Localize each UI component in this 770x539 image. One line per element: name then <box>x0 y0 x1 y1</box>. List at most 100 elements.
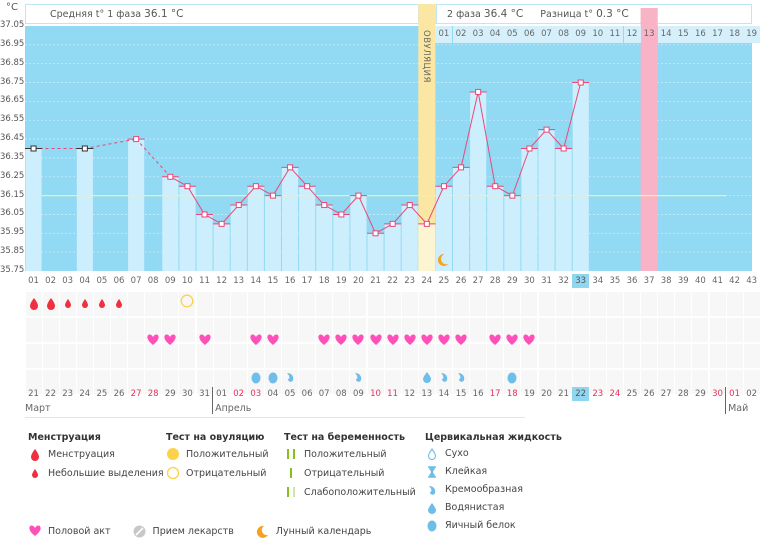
cycle-day-label[interactable]: 22 <box>387 276 398 286</box>
symptom-cell[interactable] <box>709 318 726 342</box>
symptom-cell[interactable] <box>555 318 572 342</box>
date-label[interactable]: 07 <box>318 389 330 399</box>
date-label[interactable]: 14 <box>438 389 450 399</box>
symptom-cell[interactable] <box>316 292 333 316</box>
symptom-cell[interactable] <box>76 318 93 342</box>
symptom-cell[interactable] <box>93 370 110 394</box>
symptom-cell[interactable] <box>316 344 333 368</box>
symptom-cell[interactable] <box>624 292 641 316</box>
date-label[interactable]: 23 <box>62 389 74 399</box>
symptom-cell[interactable] <box>538 370 555 394</box>
symptom-cell[interactable] <box>726 292 743 316</box>
symptom-cell[interactable] <box>299 344 316 368</box>
symptom-cell[interactable] <box>282 344 299 368</box>
symptom-cell[interactable] <box>111 370 128 394</box>
cycle-day-label[interactable]: 40 <box>694 276 706 286</box>
symptom-cell[interactable] <box>350 344 367 368</box>
symptom-cell[interactable] <box>350 292 367 316</box>
date-label[interactable]: 12 <box>404 389 416 399</box>
symptom-cell[interactable] <box>384 344 401 368</box>
cycle-day-label[interactable]: 20 <box>352 276 364 286</box>
symptom-cell[interactable] <box>59 344 76 368</box>
date-label[interactable]: 23 <box>592 389 604 399</box>
cycle-day-label[interactable]: 16 <box>284 276 296 286</box>
cycle-day-label[interactable]: 29 <box>506 276 518 286</box>
cycle-day-label[interactable]: 12 <box>216 276 227 286</box>
cycle-day-label[interactable]: 27 <box>472 276 484 286</box>
symptom-cell[interactable] <box>435 370 452 394</box>
date-label[interactable]: 13 <box>421 389 433 399</box>
symptom-cell[interactable] <box>179 344 196 368</box>
symptom-cell[interactable] <box>384 292 401 316</box>
symptom-cell[interactable] <box>572 318 589 342</box>
date-label[interactable]: 29 <box>694 389 706 399</box>
symptom-cell[interactable] <box>470 318 487 342</box>
symptom-cell[interactable] <box>555 292 572 316</box>
symptom-cell[interactable] <box>25 318 42 342</box>
date-label[interactable]: 24 <box>609 389 621 399</box>
symptom-cell[interactable] <box>675 318 692 342</box>
symptom-cell[interactable] <box>42 344 59 368</box>
symptom-cell[interactable] <box>213 292 230 316</box>
date-label[interactable]: 01 <box>729 389 740 399</box>
date-label[interactable]: 04 <box>267 389 279 399</box>
symptom-cell[interactable] <box>521 370 538 394</box>
date-label[interactable]: 27 <box>130 389 142 399</box>
cycle-day-label[interactable]: 28 <box>489 276 501 286</box>
symptom-cell[interactable] <box>675 344 692 368</box>
cycle-day-label[interactable]: 04 <box>79 276 91 286</box>
symptom-cell[interactable] <box>624 344 641 368</box>
symptom-cell[interactable] <box>247 292 264 316</box>
cycle-day-label[interactable]: 32 <box>558 276 569 286</box>
cycle-day-label[interactable]: 34 <box>592 276 604 286</box>
symptom-cell[interactable] <box>726 344 743 368</box>
date-label[interactable]: 30 <box>712 389 723 399</box>
symptom-cell[interactable] <box>589 292 606 316</box>
date-label[interactable]: 30 <box>181 389 193 399</box>
symptom-cell[interactable] <box>709 370 726 394</box>
symptom-cell[interactable] <box>367 344 384 368</box>
symptom-cell[interactable] <box>658 292 675 316</box>
symptom-cell[interactable] <box>692 292 709 316</box>
date-label[interactable]: 19 <box>523 389 535 399</box>
cycle-day-label[interactable]: 42 <box>729 276 740 286</box>
cycle-day-label[interactable]: 23 <box>404 276 416 286</box>
date-label[interactable]: 20 <box>541 389 552 399</box>
symptom-cell[interactable] <box>453 344 470 368</box>
symptom-cell[interactable] <box>709 292 726 316</box>
symptom-cell[interactable] <box>521 344 538 368</box>
cycle-day-label[interactable]: 18 <box>318 276 330 286</box>
cycle-day-label[interactable]: 09 <box>164 276 176 286</box>
symptom-cell[interactable] <box>247 344 264 368</box>
symptom-cell[interactable] <box>42 318 59 342</box>
symptom-cell[interactable] <box>128 318 145 342</box>
cycle-day-label[interactable]: 30 <box>523 276 535 286</box>
symptom-cell[interactable] <box>59 318 76 342</box>
symptom-cell[interactable] <box>213 344 230 368</box>
symptom-cell[interactable] <box>418 292 435 316</box>
symptom-cell[interactable] <box>606 292 623 316</box>
cycle-day-label[interactable]: 24 <box>421 276 433 286</box>
cycle-day-label[interactable]: 14 <box>250 276 262 286</box>
cycle-day-label[interactable]: 38 <box>660 276 672 286</box>
symptom-cell[interactable] <box>470 370 487 394</box>
symptom-cell[interactable] <box>555 370 572 394</box>
symptom-cell[interactable] <box>504 292 521 316</box>
symptom-cell[interactable] <box>589 370 606 394</box>
symptom-cell[interactable] <box>675 370 692 394</box>
symptom-cell[interactable] <box>93 318 110 342</box>
date-label[interactable]: 31 <box>199 389 210 399</box>
symptom-cell[interactable] <box>111 318 128 342</box>
cycle-day-label[interactable]: 03 <box>62 276 74 286</box>
symptom-cell[interactable] <box>367 370 384 394</box>
cycle-day-label[interactable]: 31 <box>541 276 552 286</box>
symptom-cell[interactable] <box>230 292 247 316</box>
cycle-day-label[interactable]: 11 <box>199 276 210 286</box>
cycle-day-label[interactable]: 17 <box>301 276 313 286</box>
date-label[interactable]: 21 <box>28 389 39 399</box>
date-label[interactable]: 26 <box>643 389 655 399</box>
cycle-day-label[interactable]: 19 <box>335 276 347 286</box>
symptom-cell[interactable] <box>675 292 692 316</box>
symptom-cell[interactable] <box>572 344 589 368</box>
date-label[interactable]: 25 <box>626 389 638 399</box>
